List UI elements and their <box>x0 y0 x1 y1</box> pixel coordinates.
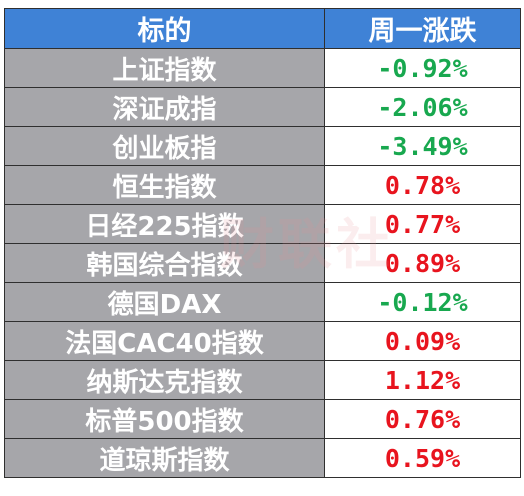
table-row: 法国CAC40指数 0.09% <box>4 321 521 361</box>
table-header-row: 标的 周一涨跌 <box>4 8 521 49</box>
table-row: 深证成指 -2.06% <box>4 87 521 127</box>
table-row: 韩国综合指数 0.89% <box>4 243 521 283</box>
index-change-cell: -0.12% <box>324 282 521 322</box>
index-change-cell: 0.89% <box>324 243 521 283</box>
table-row: 德国DAX -0.12% <box>4 282 521 322</box>
index-name-cell: 德国DAX <box>4 282 325 322</box>
table-row: 创业板指 -3.49% <box>4 126 521 166</box>
table-row: 道琼斯指数 0.59% <box>4 438 521 478</box>
index-change-cell: 0.78% <box>324 165 521 205</box>
table-row: 上证指数 -0.92% <box>4 48 521 88</box>
index-name-cell: 法国CAC40指数 <box>4 321 325 361</box>
index-name-cell: 创业板指 <box>4 126 325 166</box>
table-body: 上证指数 -0.92% 深证成指 -2.06% 创业板指 -3.49% 恒生指数 0.78% 日… <box>4 48 521 478</box>
index-name-cell: 韩国综合指数 <box>4 243 325 283</box>
table-row: 恒生指数 0.78% <box>4 165 521 205</box>
index-name-cell: 恒生指数 <box>4 165 325 205</box>
index-change-cell: 0.09% <box>324 321 521 361</box>
table-row: 日经225指数 0.77% <box>4 204 521 244</box>
index-change-cell: 0.76% <box>324 399 521 439</box>
header-change: 周一涨跌 <box>324 8 521 49</box>
index-change-cell: 0.77% <box>324 204 521 244</box>
index-name-cell: 纳斯达克指数 <box>4 360 325 400</box>
index-change-cell: 0.59% <box>324 438 521 478</box>
header-name: 标的 <box>4 8 325 49</box>
index-name-cell: 标普500指数 <box>4 399 325 439</box>
index-change-cell: 1.12% <box>324 360 521 400</box>
index-name-cell: 上证指数 <box>4 48 325 88</box>
index-name-cell: 深证成指 <box>4 87 325 127</box>
index-weekly-change-table: 标的 周一涨跌 上证指数 -0.92% 深证成指 -2.06% 创业板指 -3.49% 恒生… <box>4 8 521 478</box>
table-row: 标普500指数 0.76% <box>4 399 521 439</box>
index-change-cell: -0.92% <box>324 48 521 88</box>
index-change-cell: -3.49% <box>324 126 521 166</box>
index-name-cell: 道琼斯指数 <box>4 438 325 478</box>
index-name-cell: 日经225指数 <box>4 204 325 244</box>
table-row: 纳斯达克指数 1.12% <box>4 360 521 400</box>
index-change-cell: -2.06% <box>324 87 521 127</box>
